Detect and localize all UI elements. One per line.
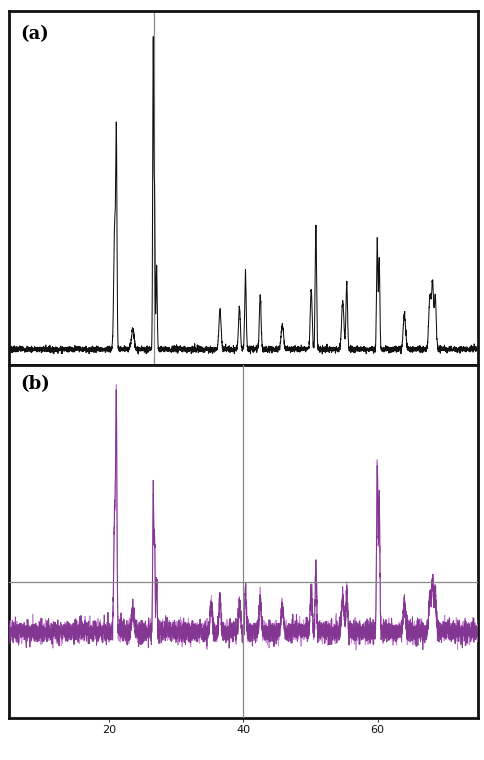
Text: (a): (a) (20, 26, 49, 43)
Text: (b): (b) (20, 375, 50, 394)
